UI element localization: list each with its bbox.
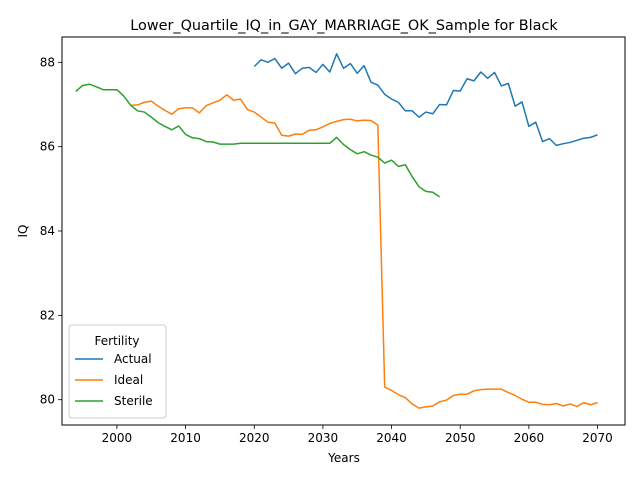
x-tick-label: 2070 [582, 431, 613, 445]
y-tick-label: 80 [40, 393, 55, 407]
legend-entries: Actual Ideal Sterile [75, 352, 153, 408]
chart-title: Lower_Quartile_IQ_in_GAY_MARRIAGE_OK_Sam… [130, 18, 558, 34]
x-axis-label: Years [327, 451, 360, 465]
x-axis: 2000 2010 2020 2030 2040 2050 2060 2070 [102, 425, 613, 445]
x-tick-label: 2000 [102, 431, 133, 445]
legend-label: Sterile [114, 394, 153, 408]
series-line-actual [253, 53, 598, 147]
x-tick-label: 2040 [376, 431, 407, 445]
series-line-sterile [75, 83, 441, 198]
y-tick-label: 86 [40, 140, 55, 154]
y-axis: 80 82 84 86 88 [40, 55, 62, 407]
x-tick-label: 2050 [445, 431, 476, 445]
legend: Fertility Actual Ideal Sterile [68, 324, 167, 419]
legend-label: Ideal [114, 373, 143, 387]
legend-title: Fertility [94, 334, 139, 348]
axes-frame [61, 36, 626, 426]
x-tick-label: 2030 [308, 431, 339, 445]
y-tick-label: 82 [40, 308, 55, 322]
y-axis-label: IQ [16, 225, 30, 238]
y-tick-label: 84 [40, 224, 55, 238]
x-tick-label: 2020 [239, 431, 270, 445]
legend-label: Actual [114, 352, 152, 366]
plot-area [75, 53, 598, 409]
y-tick-label: 88 [40, 55, 55, 69]
series-line-ideal [130, 94, 598, 409]
legend-box [68, 324, 167, 419]
x-tick-label: 2060 [514, 431, 545, 445]
x-tick-label: 2010 [170, 431, 201, 445]
